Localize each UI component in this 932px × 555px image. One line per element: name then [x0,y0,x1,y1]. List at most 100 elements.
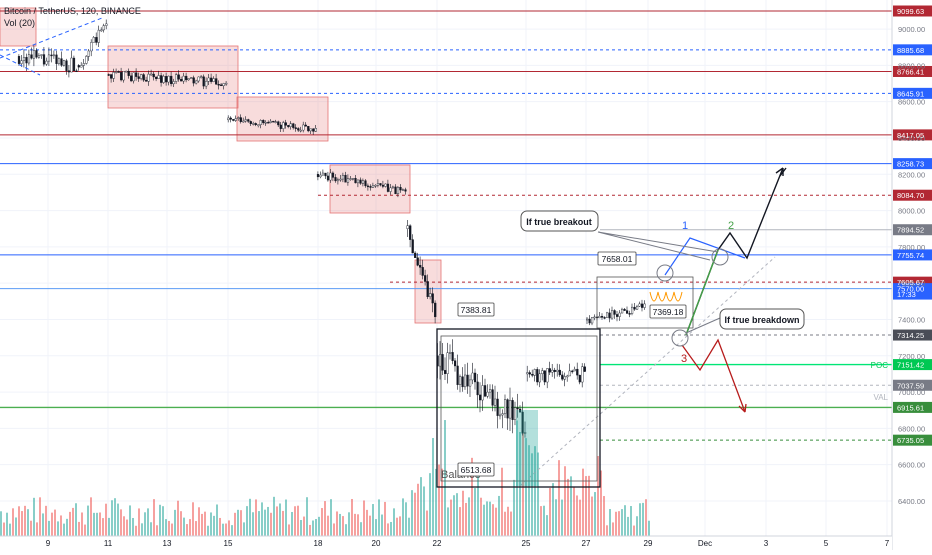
candle-body [244,119,247,122]
volume-bar [66,518,68,536]
candle-body [165,76,168,83]
candle-body [486,391,489,397]
candle-body [155,76,158,79]
price-tag [893,158,932,170]
candle-body [509,400,512,419]
candle-body [200,76,203,78]
poc-label: POC [871,361,889,370]
candle-body [185,75,188,81]
candle-body [511,400,514,420]
candle-body [60,58,63,66]
volume-bar [360,522,362,536]
volume-bar [126,519,128,536]
volume-bar [312,520,314,536]
volume-bar [267,506,269,536]
price-tag [893,189,932,201]
volume-bar [210,512,212,536]
volume-bar [156,525,158,536]
price-tag-label: 6735.05 [897,436,924,445]
candle-body [32,50,36,59]
volume-bar [75,503,77,536]
volume-bar [381,514,383,536]
volume-bar [447,507,449,536]
scenario-3-path [681,338,746,413]
candle-body [225,82,228,85]
volume-bar [372,504,374,536]
volume-bar [390,521,392,536]
volume-bar [123,516,125,536]
candle-body [573,368,576,372]
candle-body [187,78,190,81]
price-axis-tick-label: 9000.00 [898,25,925,34]
price-axis-tick-label: 7400.00 [898,315,925,324]
time-axis-tick-label: 7 [885,539,890,548]
candle-body [533,369,536,376]
range-box [596,276,694,329]
candle-body [212,78,215,82]
candle-body [170,75,173,85]
candle-body [205,81,208,87]
candle-body [262,120,265,124]
candle-body [274,121,277,123]
price-axis-tick-label: 6800.00 [898,424,925,433]
candle-body [449,352,452,354]
volume-bar [177,500,179,536]
candle-body [297,128,300,131]
candle-body [376,183,380,186]
volume-bar [279,503,281,536]
candle-body [536,369,539,383]
volume-bar [546,515,548,536]
volume-bar [597,456,599,536]
candle-body [466,374,469,387]
price-tag-label: 7314.25 [897,331,924,340]
supply-zone [236,96,329,142]
volume-bar [612,522,614,536]
candle-body [112,72,115,79]
candle-body [641,303,644,308]
volume-bar [168,520,170,536]
volume-bar [225,523,227,536]
candle-body [264,122,267,124]
candle-body [284,122,287,126]
price-axis-tick-label: 8600.00 [898,98,925,107]
volume-bar [549,487,551,536]
candle-body [474,372,477,383]
volume-bar [6,512,8,536]
candle-body [72,57,76,72]
price-tag [893,276,932,288]
candle-body [85,56,88,64]
time-axis-tick-label: 22 [433,539,442,548]
candle-body [583,366,586,372]
price-tag-label: 7605.67 [897,278,924,287]
candle-body [42,54,46,65]
candle-body [22,57,26,61]
candle-body [316,174,320,178]
price-axis-tick-label: 7800.00 [898,243,925,252]
candle-body [247,119,250,122]
scenario-3-label: 3 [681,353,687,365]
price-tag [893,44,932,56]
candle-body [37,55,41,58]
candle-body [494,398,497,406]
candle-body [394,186,397,195]
volume-bar [324,501,326,536]
candle-body [499,414,502,417]
grid-lines [0,0,892,536]
candle-body [177,74,180,80]
volume-bar [495,507,497,536]
candle-body [125,70,128,73]
volume-bar [21,511,23,536]
candle-body [524,432,527,434]
volume-bar [552,483,554,536]
candle-body [593,316,596,319]
candle-body [356,179,360,184]
time-axis-tick-label: 15 [224,539,233,548]
candle-body [30,54,33,59]
price-axis-tick-label: 6600.00 [898,461,925,470]
price-tag [893,129,932,141]
time-axis-tick-label: 20 [372,539,381,548]
volume-bar [429,473,431,536]
volume-bar [501,467,503,536]
